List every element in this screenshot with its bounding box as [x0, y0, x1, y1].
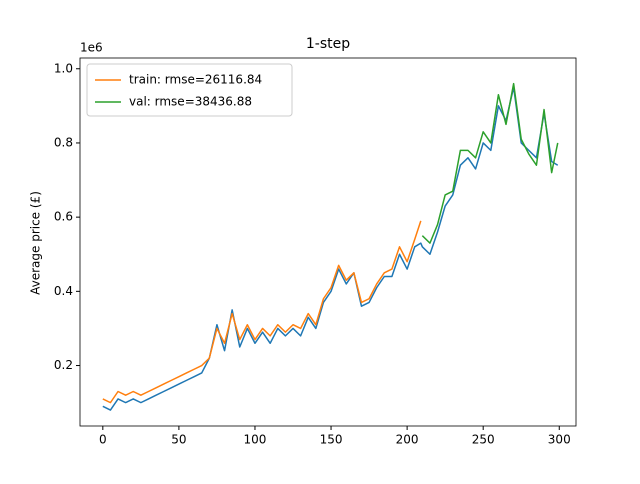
axes-frame	[79, 57, 577, 427]
series-line	[102, 220, 422, 404]
y-axis-label: Average price (£)	[29, 191, 43, 295]
x-tick-label: 200	[396, 433, 419, 447]
x-tick-label: 50	[171, 433, 186, 447]
legend-box	[86, 63, 293, 117]
x-tick-label: 0	[99, 433, 107, 447]
y-tick-label: 0.4	[54, 284, 73, 298]
chart-title: 1-step	[306, 36, 350, 52]
x-tick-label: 250	[472, 433, 495, 447]
y-tick-label: 0.6	[54, 210, 73, 224]
y-tick-label: 0.2	[54, 358, 73, 372]
x-tick-label: 100	[244, 433, 267, 447]
x-tick-label: 300	[548, 433, 571, 447]
legend-label: train: rmse=26116.84	[129, 73, 262, 87]
series-line	[421, 82, 559, 244]
legend-label: val: rmse=38436.88	[129, 95, 252, 109]
y-offset-label: 1e6	[80, 41, 103, 55]
x-tick-label: 150	[320, 433, 343, 447]
y-tick-label: 0.8	[54, 135, 73, 149]
series-line	[102, 86, 559, 411]
y-tick-label: 1.0	[54, 61, 73, 75]
